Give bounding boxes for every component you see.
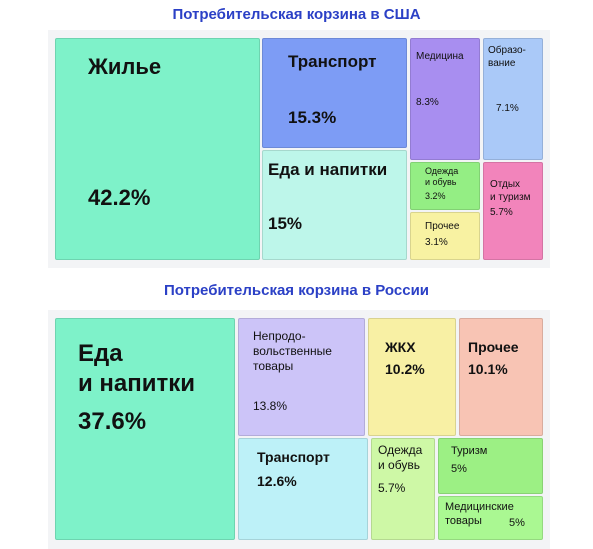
value-label: 7.1% [496,103,519,114]
treemap-cell: Транспорт 15.3% [262,38,407,148]
treemap-cell: Прочее 10.1% [459,318,543,436]
treemap-cell: Туризм 5% [438,438,543,494]
treemap-cell: Медицинские товары 5% [438,496,543,540]
value-label: 10.1% [468,361,508,377]
treemap-cell: ЖКХ 10.2% [368,318,456,436]
treemap-cell: Прочее 3.1% [410,212,480,260]
value-label: 3.2% [425,191,446,201]
value-label: 5% [451,463,467,475]
cell-label: Медицина [416,51,464,62]
cell-label: Транспорт [288,52,377,71]
treemap-cell: Одежда и обувь 5.7% [371,438,435,540]
cell-label: Медицинские товары [445,501,514,527]
cell-label: Прочее [468,339,519,355]
treemap-cell: Медицина 8.3% [410,38,480,160]
value-label: 10.2% [385,361,425,377]
value-label: 3.1% [425,237,448,248]
cell-label: Туризм [451,445,488,457]
cell-label: Одежда и обувь [425,166,459,188]
cell-label: Транспорт [257,449,330,465]
cell-label: Образо- вание [488,45,526,69]
treemap-cell: Жилье 42.2% [55,38,260,260]
value-label: 37.6% [78,408,147,435]
cell-label: Прочее [425,221,460,232]
treemap-cell: Еда и напитки 37.6% [55,318,235,540]
value-label: 12.6% [257,473,297,489]
value-label: 8.3% [416,97,439,108]
treemap-cell: Непродо- вольственные товары 13.8% [238,318,365,436]
cell-label: Отдых и туризм [490,179,531,203]
value-label: 15% [268,214,303,233]
treemap-cell: Одежда и обувь 3.2% [410,162,480,210]
cell-label: Еда и напитки [268,160,388,179]
value-label: 15.3% [288,108,337,127]
treemap-cell: Отдых и туризм 5.7% [483,162,543,260]
cell-label: Жилье [88,54,162,79]
cell-label: ЖКХ [385,339,416,355]
chart-title: Потребительская корзина в США [172,6,421,23]
cell-label: Непродо- вольственные товары [253,329,332,373]
value-label: 5% [509,517,525,529]
value-label: 5.7% [378,481,406,495]
chart-title: Потребительская корзина в России [163,282,430,299]
value-label: 42.2% [88,185,151,210]
value-label: 5.7% [490,207,513,218]
treemap-cell: Транспорт 12.6% [238,438,368,540]
treemap-cell: Еда и напитки 15% [262,150,407,260]
value-label: 13.8% [253,399,288,413]
treemap-cell: Образо- вание 7.1% [483,38,543,160]
cell-label: Еда и напитки [78,340,196,397]
cell-label: Одежда и обувь [378,443,423,472]
